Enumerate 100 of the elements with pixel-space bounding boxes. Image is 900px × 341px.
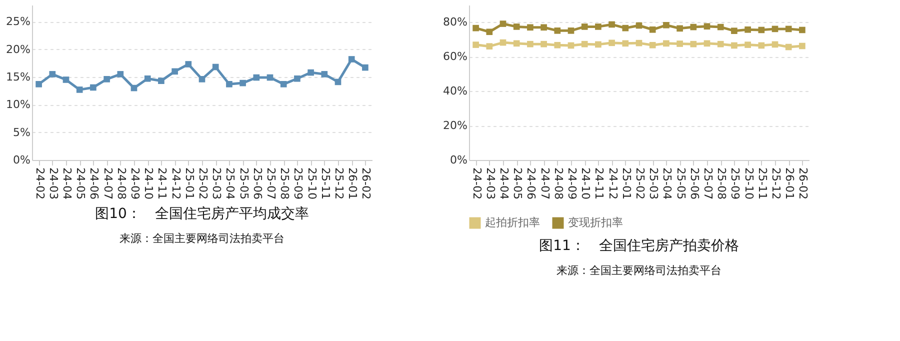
x-tick-label: 25-09 bbox=[292, 168, 305, 200]
point bbox=[472, 42, 479, 48]
point bbox=[185, 61, 192, 68]
x-tick-label: 25-07 bbox=[702, 168, 714, 200]
text: 图10： 全国住宅房产平均成交率 bbox=[95, 206, 309, 222]
point bbox=[527, 40, 534, 48]
x-tick-label: 25-02 bbox=[196, 168, 210, 200]
x-tick-label: 24-08 bbox=[114, 168, 128, 200]
x-tick-label: 24-07 bbox=[538, 168, 552, 200]
point bbox=[649, 42, 656, 48]
source-note: 来源：全国主要网络司法拍卖平台 bbox=[556, 264, 722, 277]
point bbox=[772, 26, 778, 32]
y-tick-label: 80% bbox=[443, 16, 468, 29]
point bbox=[785, 26, 792, 32]
point bbox=[758, 26, 765, 34]
point bbox=[608, 21, 615, 28]
point bbox=[76, 86, 83, 93]
y-tick-label: 60% bbox=[443, 50, 468, 64]
point bbox=[513, 40, 520, 47]
x-tick-label: 25-05 bbox=[674, 168, 688, 200]
y-tick-label: 25% bbox=[6, 15, 30, 28]
point bbox=[212, 64, 219, 70]
point bbox=[348, 56, 355, 62]
x-tick-label: 24-06 bbox=[524, 168, 538, 200]
point bbox=[799, 42, 806, 50]
point bbox=[486, 28, 493, 36]
point bbox=[581, 40, 588, 48]
point bbox=[595, 24, 602, 30]
point bbox=[717, 24, 724, 30]
x-tick-label: 24-07 bbox=[101, 168, 114, 200]
point bbox=[172, 68, 178, 75]
point bbox=[758, 42, 765, 49]
point bbox=[280, 81, 287, 88]
point bbox=[308, 69, 314, 76]
x-tick-label: 25-03 bbox=[210, 168, 224, 200]
x-tick-label: 24-08 bbox=[552, 168, 565, 200]
x-tick-label: 26-02 bbox=[360, 168, 373, 200]
y-tick-label: 15% bbox=[6, 70, 30, 84]
x-tick-label: 25-01 bbox=[182, 168, 196, 200]
point bbox=[731, 28, 738, 34]
point bbox=[500, 20, 506, 27]
point bbox=[704, 23, 710, 30]
x-tick-label: 24-04 bbox=[60, 168, 74, 200]
x-tick-label: 25-04 bbox=[224, 168, 237, 200]
point bbox=[334, 78, 342, 86]
point bbox=[49, 71, 56, 78]
point bbox=[595, 41, 602, 48]
point bbox=[104, 76, 110, 82]
x-tick-label: 24-11 bbox=[156, 168, 169, 200]
point bbox=[744, 26, 751, 33]
x-tick-label: 26-01 bbox=[346, 168, 360, 200]
x-tick-label: 24-05 bbox=[511, 168, 524, 200]
point bbox=[690, 24, 697, 30]
x-tick-label: 26-01 bbox=[783, 168, 796, 200]
point bbox=[144, 75, 151, 82]
point bbox=[158, 78, 164, 84]
y-tick-label: 0% bbox=[450, 154, 468, 166]
point bbox=[636, 40, 642, 46]
point bbox=[608, 40, 615, 46]
point bbox=[554, 42, 561, 48]
x-tick-label: 25-10 bbox=[742, 168, 756, 200]
point bbox=[554, 28, 561, 34]
x-tick-label: 24-12 bbox=[606, 168, 620, 200]
x-tick-label: 25-08 bbox=[278, 168, 292, 200]
source-note: 来源：全国主要网络司法拍卖平台 bbox=[120, 232, 284, 245]
x-tick-label: 24-09 bbox=[128, 168, 142, 200]
point bbox=[568, 42, 574, 49]
point bbox=[226, 81, 232, 88]
x-tick-label: 24-06 bbox=[88, 168, 101, 200]
x-tick-label: 24-10 bbox=[142, 168, 156, 200]
x-tick-label: 25-02 bbox=[634, 168, 646, 200]
x-tick-label: 24-03 bbox=[46, 168, 60, 200]
x-tick-label: 25-07 bbox=[264, 168, 278, 200]
y-tick-label: 20% bbox=[6, 42, 30, 56]
point bbox=[649, 26, 656, 33]
x-tick-label: 25-12 bbox=[770, 168, 782, 200]
point bbox=[717, 40, 724, 48]
x-tick-label: 25-11 bbox=[756, 168, 769, 200]
x-tick-label: 25-10 bbox=[305, 168, 318, 200]
y-tick-label: 0% bbox=[13, 154, 30, 166]
legend-label: 起拍折扣率 bbox=[485, 216, 540, 229]
point bbox=[486, 43, 493, 50]
point bbox=[676, 25, 683, 32]
x-tick-label: 25-11 bbox=[318, 168, 332, 200]
point bbox=[253, 74, 260, 81]
point bbox=[513, 24, 520, 30]
x-tick-label: 25-05 bbox=[237, 168, 250, 200]
point bbox=[36, 81, 42, 88]
point bbox=[799, 26, 806, 34]
x-tick-label: 25-06 bbox=[250, 168, 264, 200]
point bbox=[130, 84, 138, 92]
point bbox=[90, 84, 96, 91]
x-tick-label: 24-12 bbox=[169, 168, 182, 200]
x-tick-label: 24-04 bbox=[498, 168, 510, 200]
point bbox=[500, 39, 506, 46]
point bbox=[117, 71, 124, 78]
point bbox=[744, 42, 751, 48]
point bbox=[540, 24, 547, 31]
point bbox=[676, 40, 683, 47]
x-tick-label: 25-01 bbox=[620, 168, 633, 200]
